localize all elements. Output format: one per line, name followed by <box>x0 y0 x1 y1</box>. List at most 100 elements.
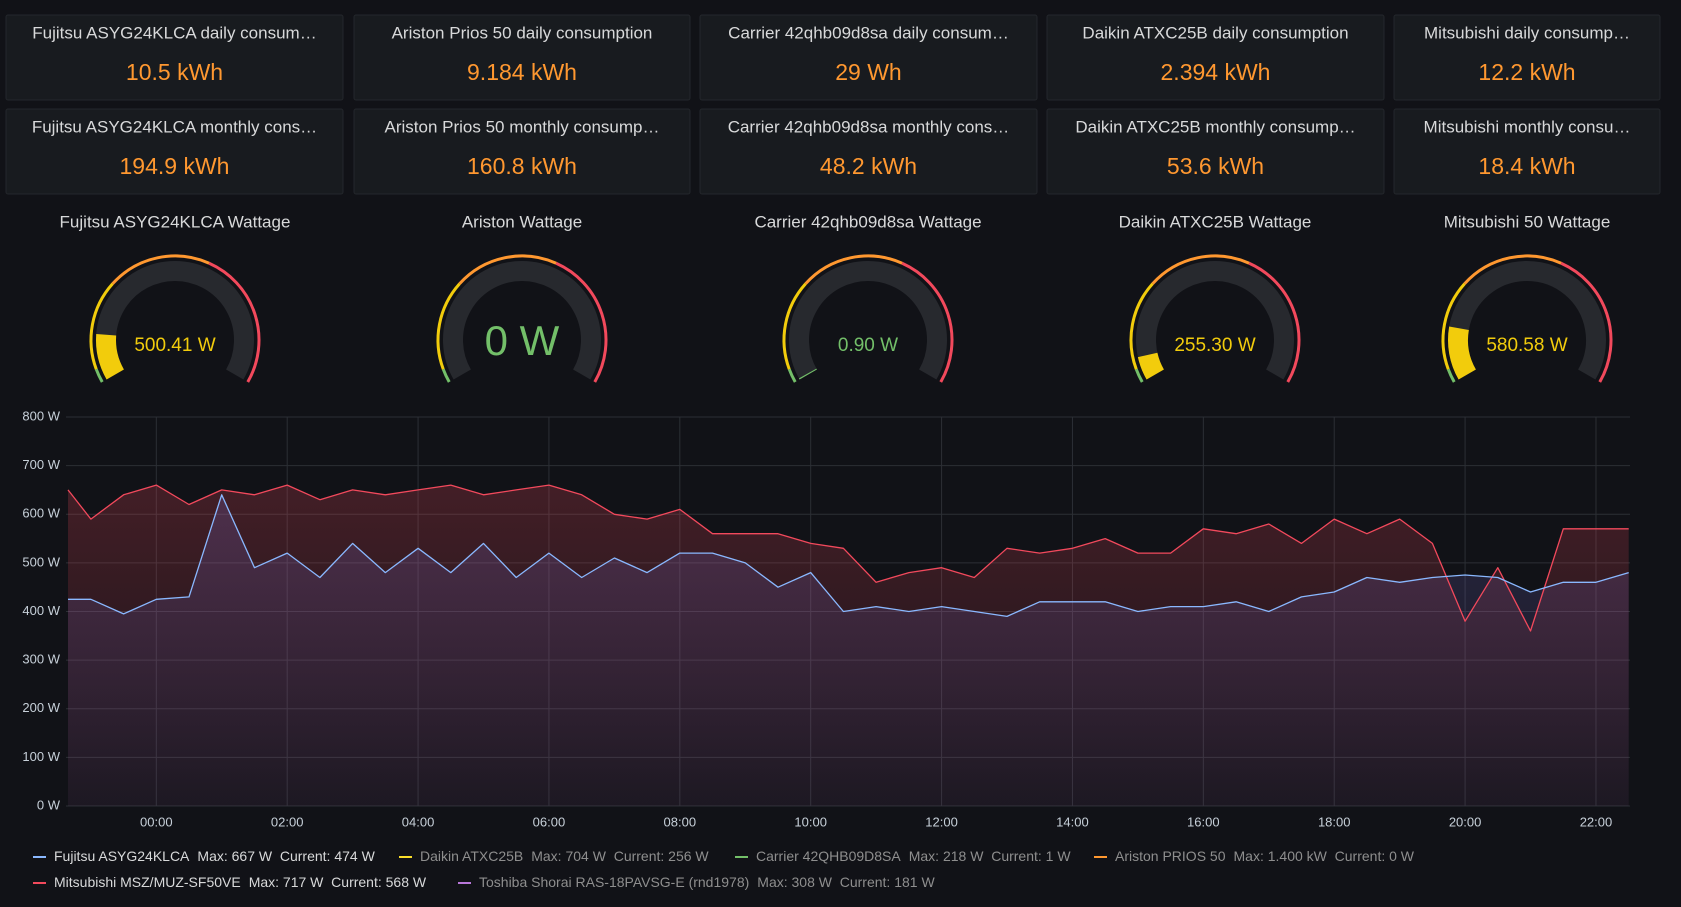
legend-stats: Max: 717 W Current: 568 W <box>249 874 427 890</box>
x-tick-label: 06:00 <box>533 814 566 829</box>
stat-value: 9.184 kWh <box>467 59 577 85</box>
gauge-threshold <box>1560 261 1613 383</box>
gauge-value: 500.41 W <box>134 335 215 356</box>
legend-name: Carrier 42QHB09D8SA <box>756 848 901 864</box>
legend-stats: Max: 218 W Current: 1 W <box>909 848 1072 864</box>
stat-title: Mitsubishi monthly consu… <box>1424 117 1631 136</box>
gauge-title: Carrier 42qhb09d8sa Wattage <box>754 212 981 231</box>
stat-title: Fujitsu ASYG24KLCA daily consum… <box>32 23 316 42</box>
gauge-track <box>96 261 254 380</box>
stat-value: 160.8 kWh <box>467 153 577 179</box>
stat-title: Ariston Prios 50 daily consumption <box>392 23 653 42</box>
legend-stats: Max: 704 W Current: 256 W <box>531 848 709 864</box>
legend-item[interactable]: Daikin ATXC25B Max: 704 W Current: 256 W <box>420 848 709 864</box>
legend-name: Daikin ATXC25B <box>420 848 523 864</box>
legend-stats: Max: 667 W Current: 474 W <box>197 848 375 864</box>
legend-name: Toshiba Shorai RAS-18PAVSG-E (rnd1978) <box>479 874 749 890</box>
x-tick-label: 12:00 <box>925 814 958 829</box>
gauge-threshold <box>94 368 104 383</box>
stat-panel <box>699 14 1038 101</box>
x-tick-label: 10:00 <box>794 814 827 829</box>
gauge-threshold <box>441 368 451 383</box>
stat-panel <box>5 108 344 195</box>
legend-name: Fujitsu ASYG24KLCA <box>54 848 190 864</box>
gauge-threshold <box>436 282 461 370</box>
stat-title: Carrier 42qhb09d8sa monthly cons… <box>728 117 1010 136</box>
gauge-title: Ariston Wattage <box>462 212 582 231</box>
stat-panel <box>1046 108 1385 195</box>
gauge-fill <box>798 368 817 380</box>
stat-title: Daikin ATXC25B daily consumption <box>1082 23 1348 42</box>
gauge-track <box>443 261 601 380</box>
gauge-threshold <box>89 282 114 370</box>
gauge-value: 580.58 W <box>1486 335 1567 356</box>
stat-title: Fujitsu ASYG24KLCA monthly cons… <box>32 117 317 136</box>
gauge-title: Mitsubishi 50 Wattage <box>1444 212 1611 231</box>
legend-name: Ariston PRIOS 50 <box>1115 848 1226 864</box>
stat-value: 10.5 kWh <box>126 59 223 85</box>
x-tick-label: 14:00 <box>1056 814 1089 829</box>
series-area <box>68 494 1629 806</box>
gauge-value: 0.90 W <box>838 335 898 356</box>
stat-value: 53.6 kWh <box>1167 153 1264 179</box>
gauge-threshold <box>1151 254 1250 285</box>
legend-name: Mitsubishi MSZ/MUZ-SF50VE <box>54 874 241 890</box>
stat-panel <box>699 108 1038 195</box>
gauge-threshold <box>787 368 797 383</box>
stat-panel <box>1046 14 1385 101</box>
x-tick-label: 16:00 <box>1187 814 1220 829</box>
x-tick-label: 00:00 <box>140 814 173 829</box>
x-tick-label: 22:00 <box>1580 814 1613 829</box>
gauge-fill <box>1137 352 1165 380</box>
y-tick-label: 200 W <box>22 700 60 715</box>
gauge-track <box>789 261 947 380</box>
gauge-track <box>1448 261 1606 380</box>
stat-panel <box>353 108 691 195</box>
gauge-threshold <box>555 261 608 383</box>
series-line <box>68 494 1629 618</box>
x-tick-label: 04:00 <box>402 814 435 829</box>
gauge-threshold <box>1463 254 1562 285</box>
y-tick-label: 600 W <box>22 506 60 521</box>
legend-stats: Max: 308 W Current: 181 W <box>757 874 935 890</box>
stat-title: Daikin ATXC25B monthly consump… <box>1075 117 1355 136</box>
y-tick-label: 500 W <box>22 554 60 569</box>
gauge-title: Daikin ATXC25B Wattage <box>1119 212 1312 231</box>
legend-item[interactable]: Toshiba Shorai RAS-18PAVSG-E (rnd1978) Ma… <box>479 874 935 890</box>
y-tick-label: 400 W <box>22 603 60 618</box>
x-tick-label: 20:00 <box>1449 814 1482 829</box>
gauge-value: 255.30 W <box>1174 335 1255 356</box>
gauge-threshold <box>782 282 807 370</box>
legend-item[interactable]: Mitsubishi MSZ/MUZ-SF50VE Max: 717 W Curr… <box>54 874 427 890</box>
y-tick-label: 700 W <box>22 457 60 472</box>
x-tick-label: 02:00 <box>271 814 304 829</box>
content: Fujitsu ASYG24KLCA daily consum… 10.5 kWh… <box>5 14 1661 890</box>
gauge-fill <box>96 334 125 380</box>
legend-item[interactable]: Ariston PRIOS 50 Max: 1.400 kW Current: 0… <box>1115 848 1415 864</box>
stat-value: 12.2 kWh <box>1478 59 1575 85</box>
stat-title: Carrier 42qhb09d8sa daily consum… <box>728 23 1009 42</box>
stat-panel <box>5 14 344 101</box>
stat-panel <box>353 14 691 101</box>
gauge-threshold <box>1248 261 1301 383</box>
stat-value: 29 Wh <box>835 59 901 85</box>
gauge-threshold <box>804 254 903 285</box>
gauge-value: 0 W <box>485 317 560 364</box>
legend-item[interactable]: Carrier 42QHB09D8SA Max: 218 W Current: 1… <box>756 848 1071 864</box>
y-tick-label: 300 W <box>22 652 60 667</box>
gauge-threshold <box>901 261 954 383</box>
x-tick-label: 08:00 <box>664 814 697 829</box>
gauge-track <box>1136 261 1294 380</box>
y-tick-label: 800 W <box>22 408 60 423</box>
y-tick-label: 100 W <box>22 749 60 764</box>
stat-value: 2.394 kWh <box>1161 59 1271 85</box>
stat-value: 48.2 kWh <box>820 153 917 179</box>
y-tick-label: 0 W <box>37 797 61 812</box>
stat-value: 194.9 kWh <box>120 153 230 179</box>
gauge-threshold <box>1446 368 1456 383</box>
stat-panel <box>1393 108 1661 195</box>
stat-value: 18.4 kWh <box>1478 153 1575 179</box>
stat-panel <box>1393 14 1661 101</box>
legend-item[interactable]: Fujitsu ASYG24KLCA Max: 667 W Current: 47… <box>54 848 376 864</box>
